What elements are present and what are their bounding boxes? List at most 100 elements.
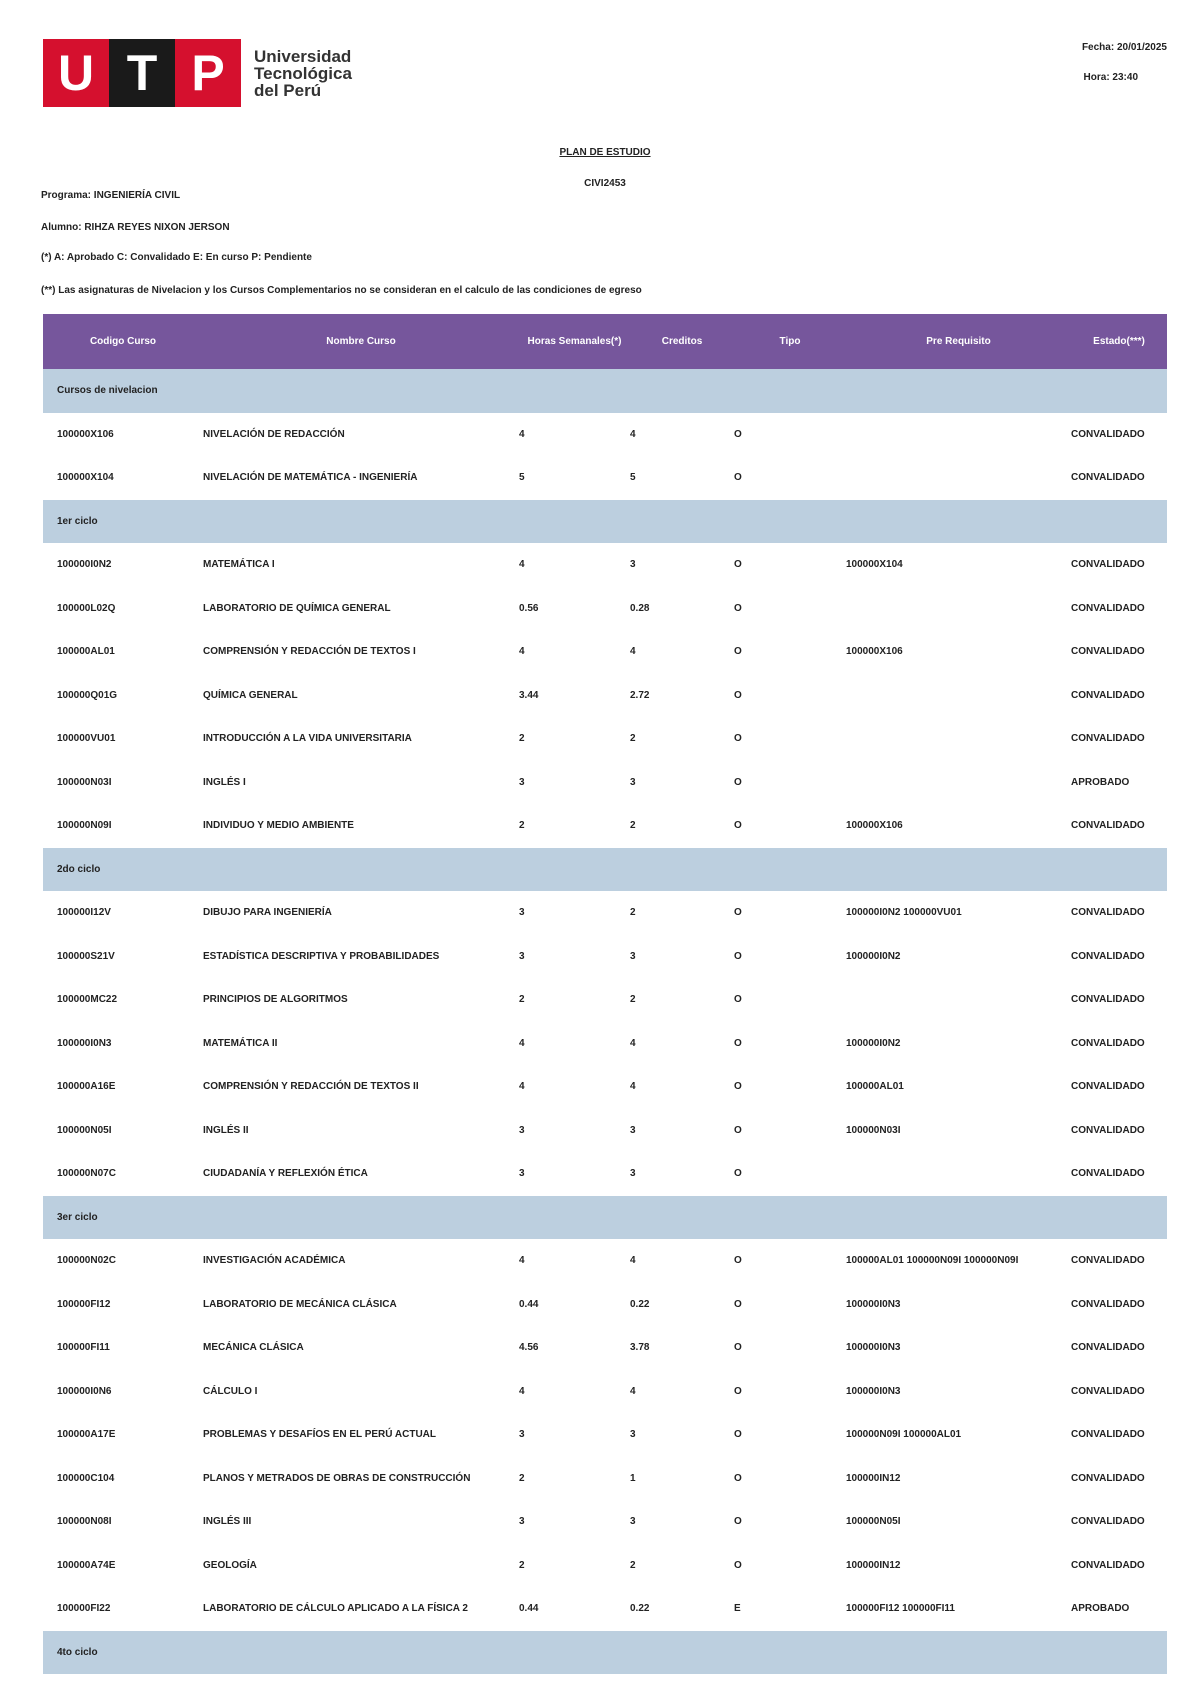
course-row: 100000N02C INVESTIGACIÓN ACADÉMICA 4 4 O 1000…	[43, 1239, 1167, 1283]
cell	[846, 456, 1071, 500]
cell: CONVALIDADO	[1071, 1385, 1145, 1397]
cell: 100000FI11	[57, 1342, 110, 1354]
cell: 100000I0N3	[846, 1342, 901, 1354]
cell: 100000N05I	[846, 1516, 901, 1528]
course-row: 100000N08I INGLÉS III 3 3 O 100000N05I CONVALI…	[43, 1500, 1167, 1544]
cell: QUÍMICA GENERAL	[203, 689, 298, 701]
cell: 3	[519, 1124, 525, 1136]
column-header: Horas Semanales(*)	[519, 314, 630, 369]
doc-title: PLAN DE ESTUDIO	[559, 147, 651, 158]
cell: CONVALIDADO	[1071, 559, 1145, 571]
cell: O	[734, 1298, 742, 1310]
cell: O	[734, 1124, 742, 1136]
cell: 3	[519, 1168, 525, 1180]
section-title: 4to ciclo	[43, 1630, 1167, 1674]
cell: CONVALIDADO	[1071, 1516, 1145, 1528]
cell: CONVALIDADO	[1071, 820, 1145, 832]
cell: O	[734, 950, 742, 962]
cell: O	[734, 602, 742, 614]
cell: O	[734, 776, 742, 788]
cell: CONVALIDADO	[1071, 1559, 1145, 1571]
course-row: 100000L02Q LABORATORIO DE QUÍMICA GENERAL…	[43, 587, 1167, 631]
cell: CONVALIDADO	[1071, 1472, 1145, 1484]
cell: 0.44	[519, 1603, 539, 1615]
course-row: 100000N03I INGLÉS I 3 3 O APROBADO	[43, 761, 1167, 805]
section-row: Cursos de nivelacion	[43, 369, 1167, 413]
cell: 4	[519, 646, 525, 658]
cell: 4	[519, 1255, 525, 1267]
cell: O	[734, 1385, 742, 1397]
course-row: 100000MC22 PRINCIPIOS DE ALGORITMOS 2 2 O CON…	[43, 978, 1167, 1022]
cell: NIVELACIÓN DE MATEMÁTICA - INGENIERÍA	[203, 472, 418, 484]
course-row: 100000A74E GEOLOGÍA 2 2 O 100000IN12 CONVALIDA…	[43, 1544, 1167, 1588]
logo-letter: T	[109, 39, 175, 107]
cell: 3	[630, 1429, 636, 1441]
cell: 100000FI12	[57, 1298, 111, 1310]
cell: 2	[519, 1559, 525, 1571]
doc-code: CIVI2453	[584, 178, 626, 189]
section-row: 2do ciclo	[43, 847, 1167, 891]
cell: DIBUJO PARA INGENIERÍA	[203, 907, 332, 919]
study-plan-table: Codigo Curso Nombre Curso Horas Semanales(…	[43, 314, 1167, 1674]
course-row: 100000FI22 LABORATORIO DE CÁLCULO APLICAD…	[43, 1587, 1167, 1631]
cell: LABORATORIO DE CÁLCULO APLICADO A LA FÍS…	[203, 1603, 468, 1615]
cell: O	[734, 994, 742, 1006]
cell: O	[734, 1429, 742, 1441]
cell: 100000IN12	[846, 1472, 901, 1484]
cell: LABORATORIO DE QUÍMICA GENERAL	[203, 602, 391, 614]
cell	[846, 674, 1071, 718]
cell: 4	[630, 646, 636, 658]
cell: GEOLOGÍA	[203, 1559, 257, 1571]
cell: 2	[519, 1472, 525, 1484]
cell: 4	[519, 1037, 525, 1049]
cell: CONVALIDADO	[1071, 1342, 1145, 1354]
cell: O	[734, 689, 742, 701]
cell: 0.56	[519, 602, 539, 614]
course-row: 100000A17E PROBLEMAS Y DESAFÍOS EN EL PER…	[43, 1413, 1167, 1457]
cell: CIUDADANÍA Y REFLEXIÓN ÉTICA	[203, 1168, 368, 1180]
section-row: 4to ciclo	[43, 1630, 1167, 1674]
cell: NIVELACIÓN DE REDACCIÓN	[203, 428, 345, 440]
cell: 100000FI22	[57, 1603, 111, 1615]
cell: 2.72	[630, 689, 650, 701]
cell: 100000A17E	[57, 1429, 116, 1441]
cell: 4	[519, 1385, 525, 1397]
cell: O	[734, 1037, 742, 1049]
logo-letter: P	[175, 39, 241, 107]
cell: 0.44	[519, 1298, 539, 1310]
note: (*) A: Aprobado C: Convalidado E: En cur…	[41, 252, 312, 263]
time: Hora: 23:40	[1083, 72, 1138, 83]
course-row: 100000N07C CIUDADANÍA Y REFLEXIÓN ÉTICA 3 3…	[43, 1152, 1167, 1196]
cell: 3	[630, 1168, 636, 1180]
cell: ESTADÍSTICA DESCRIPTIVA Y PROBABILIDADES	[203, 950, 440, 962]
cell: O	[734, 733, 742, 745]
course-row: 100000FI11 MECÁNICA CLÁSICA 4.56 3.78 O 10000…	[43, 1326, 1167, 1370]
cell	[846, 1152, 1071, 1196]
cell: 100000I0N2	[57, 559, 112, 571]
cell: 4	[630, 428, 636, 440]
cell: CONVALIDADO	[1071, 646, 1145, 658]
column-header: Tipo	[734, 314, 846, 369]
course-row: 100000I0N2 MATEMÁTICA I 4 3 O 100000X104 CONVA…	[43, 543, 1167, 587]
cell: 0.28	[630, 602, 650, 614]
section-title: Cursos de nivelacion	[43, 369, 1167, 413]
cell: CONVALIDADO	[1071, 733, 1145, 745]
cell: 100000I0N2	[846, 1037, 901, 1049]
column-header: Creditos	[630, 314, 734, 369]
section-title: 1er ciclo	[43, 499, 1167, 543]
cell: 100000L02Q	[57, 602, 116, 614]
cell: O	[734, 1342, 742, 1354]
cell: INGLÉS II	[203, 1124, 249, 1136]
header-row: Codigo Curso Nombre Curso Horas Semanales(…	[43, 314, 1167, 369]
cell: CONVALIDADO	[1071, 1037, 1145, 1049]
cell: CONVALIDADO	[1071, 994, 1145, 1006]
cell: 4	[519, 1081, 525, 1093]
cell: O	[734, 907, 742, 919]
cell: 3	[630, 559, 636, 571]
cell: CONVALIDADO	[1071, 1124, 1145, 1136]
cell: 100000C104	[57, 1472, 115, 1484]
cell: 100000I0N3	[846, 1385, 901, 1397]
cell: 100000VU01	[57, 733, 116, 745]
course-row: 100000N05I INGLÉS II 3 3 O 100000N03I CONVALID…	[43, 1109, 1167, 1153]
cell: O	[734, 428, 742, 440]
